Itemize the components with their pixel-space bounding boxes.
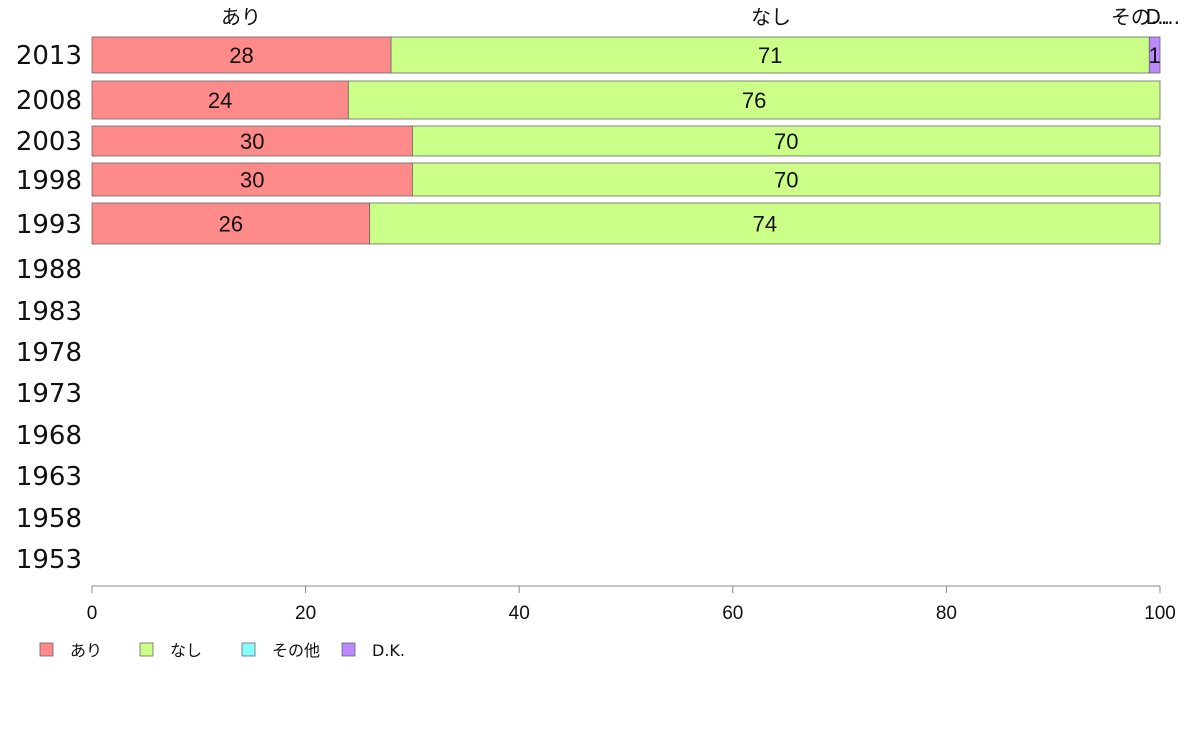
x-tick-label-40: 40 (509, 603, 530, 624)
legend-label-3: D.K. (372, 641, 405, 660)
bar-label-2003-series-1: 70 (774, 129, 798, 154)
bar-label-2013-series-0: 28 (229, 43, 253, 68)
bar-label-2008-series-0: 24 (208, 88, 232, 113)
year-label-1958: 1958 (16, 504, 82, 534)
year-label-1963: 1963 (16, 462, 82, 492)
bar-label-1993-series-0: 26 (219, 212, 243, 237)
year-label-1983: 1983 (16, 297, 82, 327)
year-label-1978: 1978 (16, 338, 82, 368)
bars-group (91, 36, 1161, 245)
year-label-1988: 1988 (16, 255, 82, 285)
bar-1993-series-1 (369, 202, 1161, 245)
bar-label-2013-series-1: 71 (758, 43, 782, 68)
year-label-1998: 1998 (16, 166, 82, 196)
bar-label-2003-series-0: 30 (240, 129, 264, 154)
top-label-0: あり (221, 5, 261, 29)
bar-2013-series-3 (1148, 36, 1161, 74)
year-label-2003: 2003 (16, 127, 82, 157)
legend: あり なし その他 D.K. (39, 641, 405, 660)
x-tick-label-80: 80 (936, 603, 957, 624)
x-tick-label-0: 0 (87, 603, 98, 624)
x-tick-label-60: 60 (722, 603, 743, 624)
bar-1993-series-0 (91, 202, 371, 245)
top-label-2: その... (1111, 5, 1170, 29)
year-label-1968: 1968 (16, 421, 82, 451)
bar-label-1998-series-0: 30 (240, 168, 264, 193)
top-label-1: なし (751, 5, 791, 29)
x-tick-label-100: 100 (1144, 603, 1176, 624)
year-label-1973: 1973 (16, 379, 82, 409)
legend-label-0: あり (70, 641, 102, 660)
legend-swatch-2 (241, 642, 256, 657)
legend-label-1: なし (170, 641, 202, 660)
bar-label-2013-series-3: 1 (1149, 43, 1161, 68)
year-label-1953: 1953 (16, 545, 82, 575)
x-tick-label-20: 20 (295, 603, 316, 624)
year-label-2013: 2013 (16, 41, 82, 71)
bar-2003-series-1 (411, 125, 1161, 157)
bar-1998-series-0 (91, 162, 413, 197)
bar-2008-series-1 (347, 80, 1161, 120)
x-axis: 0 20 40 60 80 100 (87, 585, 1176, 624)
bar-2003-series-0 (91, 125, 413, 157)
legend-swatch-0 (39, 642, 54, 657)
top-label-3: D... (1146, 5, 1180, 29)
bar-1998-series-1 (411, 162, 1161, 197)
legend-swatch-1 (139, 642, 154, 657)
legend-swatch-3 (341, 642, 356, 657)
bar-label-2008-series-1: 76 (742, 88, 766, 113)
series-top-labels: あり なし その...D... (221, 5, 1180, 29)
bar-label-1993-series-1: 74 (753, 212, 777, 237)
bar-2013-series-0 (91, 36, 392, 74)
bar-label-1998-series-1: 70 (774, 168, 798, 193)
year-label-2008: 2008 (16, 86, 82, 116)
year-axis-labels: 2013 2008 2003 1998 1993 1988 1983 1978 1973 1968… (16, 41, 82, 575)
year-label-1993: 1993 (16, 210, 82, 240)
bar-value-labels: 28 71 1 24 76 30 70 30 70 26 74 (208, 43, 1161, 237)
bar-2013-series-1 (390, 36, 1150, 74)
legend-label-2: その他 (272, 641, 320, 660)
